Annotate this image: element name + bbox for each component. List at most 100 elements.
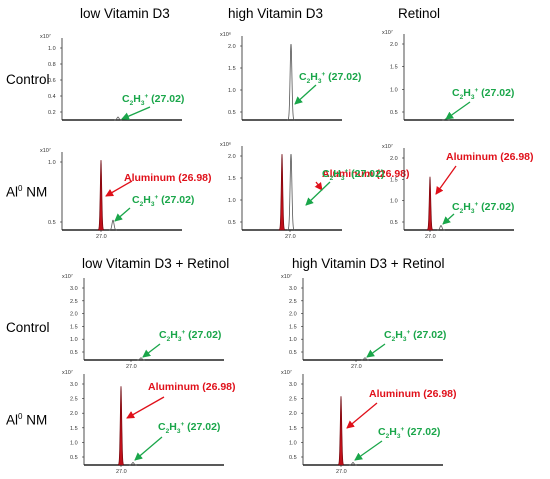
aluminum-arrow [105, 180, 133, 197]
y-tick-label: 1.5 [228, 66, 236, 72]
c2h3-label-part: 3 [177, 428, 181, 435]
y-multiplier: x10⁷ [281, 273, 292, 280]
panel-high_vd3_ret_al: x10⁷ 3.0 2.5 2.0 1.5 1.0 0.5 27.0 Aluminum (26.9… [281, 369, 457, 475]
c2h3-label: C2H3+ (27.02) [159, 329, 221, 343]
y-tick-label: 2.5 [289, 299, 297, 305]
panel-low_vd3_ret_al: x10⁷ 3.0 2.5 2.0 1.5 1.0 0.5 27.0 Aluminum (26.9… [62, 369, 236, 475]
c2h3-label: C2H3+ (27.02) [122, 93, 184, 107]
c2h3-label-part: H [389, 426, 397, 438]
peak-c2h3 [287, 43, 295, 121]
y-tick-label: 1.0 [48, 160, 56, 166]
y-tick-label: 1.0 [289, 337, 297, 343]
y-multiplier: x10⁷ [281, 369, 292, 376]
c2h3-label-part: (27.02) [478, 201, 514, 213]
y-tick-label: 1.5 [228, 176, 236, 182]
peak-c2h3 [129, 462, 137, 466]
c2h3-label-part: (27.02) [348, 168, 384, 180]
row-label-al-superscript: 0 [18, 184, 23, 193]
peak-c2h3 [437, 225, 445, 231]
panel-high_vd3_ret_control: x10⁷ 3.0 2.5 2.0 1.5 1.0 0.5 27.0 C2H3+ (27.02) [281, 273, 446, 370]
y-tick-label: 1.5 [289, 324, 297, 330]
c2h3-label-part: 2 [386, 433, 390, 440]
c2h3-label-part: 3 [403, 336, 407, 343]
y-tick-label: 1.0 [390, 199, 398, 205]
c2h3-label-part: + [474, 87, 478, 94]
title-high-vitamin-d3: high Vitamin D3 [228, 6, 324, 21]
row-label-nm-text: NM [22, 184, 48, 200]
c2h3-label-part: + [181, 329, 185, 336]
c2h3-label-part: C [159, 329, 167, 341]
aluminum-arrow [346, 402, 378, 429]
y-multiplier: x10⁷ [40, 147, 51, 154]
y-tick-label: 3.0 [70, 382, 78, 388]
x-tick-label: 27.0 [116, 469, 127, 475]
y-tick-label: 0.5 [390, 110, 398, 116]
peak-c2h3 [137, 357, 145, 361]
row-label-al-nm-top: Al0 NM [6, 184, 47, 200]
y-tick-label: 1.0 [289, 440, 297, 446]
y-tick-label: 1.5 [390, 65, 398, 71]
peak-c2h3 [287, 153, 295, 231]
c2h3-arrow [305, 181, 331, 206]
aluminum-arrow [126, 396, 165, 419]
title-low-vitamin-d3-retinol: low Vitamin D3 + Retinol [82, 256, 230, 271]
y-tick-label: 2.5 [289, 397, 297, 403]
y-tick-label: 1.0 [70, 337, 78, 343]
y-tick-label: 0.5 [390, 220, 398, 226]
c2h3-label-part: + [144, 93, 148, 100]
c2h3-label-part: 2 [460, 94, 464, 101]
y-tick-label: 2.0 [70, 312, 78, 318]
c2h3-label-part: (27.02) [478, 87, 514, 99]
c2h3-label-part: + [406, 329, 410, 336]
y-tick-label: 2.0 [390, 42, 398, 48]
c2h3-label: C2H3+ (27.02) [322, 168, 384, 182]
c2h3-label-part: C [158, 421, 166, 433]
c2h3-label-part: H [143, 194, 151, 206]
y-tick-label: 0.5 [70, 455, 78, 461]
c2h3-label-part: 2 [140, 201, 144, 208]
c2h3-arrow [366, 343, 386, 358]
y-tick-label: 3.0 [70, 286, 78, 292]
panel-retinol_control: x10⁷ 2.0 1.5 1.0 0.5 C2H3+ (27.02) [382, 29, 514, 121]
y-tick-label: 1.0 [48, 46, 56, 52]
c2h3-label: C2H3+ (27.02) [299, 71, 361, 85]
x-tick-label: 27.0 [285, 234, 296, 240]
c2h3-label: C2H3+ (27.02) [384, 329, 446, 343]
c2h3-label: C2H3+ (27.02) [132, 194, 194, 208]
y-multiplier: x10⁶ [220, 31, 231, 38]
x-tick-label: 27.0 [126, 364, 137, 370]
c2h3-label-part: 3 [471, 94, 475, 101]
row-label-nm-text: NM [22, 412, 48, 428]
c2h3-arrow [294, 84, 317, 105]
peak-c2h3 [109, 219, 117, 231]
y-tick-label: 2.0 [390, 156, 398, 162]
y-tick-label: 1.5 [70, 324, 78, 330]
y-tick-label: 0.4 [48, 94, 56, 100]
c2h3-label: C2H3+ (27.02) [452, 201, 514, 215]
y-tick-label: 0.5 [289, 350, 297, 356]
row-label-control-top: Control [6, 72, 50, 87]
y-tick-label: 2.0 [289, 312, 297, 318]
aluminum-label: Aluminum (26.98) [322, 168, 410, 180]
c2h3-label-part: + [180, 421, 184, 428]
row-label-al-superscript: 0 [18, 412, 23, 421]
c2h3-label-part: H [170, 329, 178, 341]
c2h3-arrow [142, 343, 161, 358]
peak-aluminum [426, 176, 434, 231]
c2h3-label-part: 3 [471, 208, 475, 215]
c2h3-label-part: C [452, 87, 460, 99]
y-tick-label: 0.5 [70, 350, 78, 356]
y-tick-label: 0.5 [228, 110, 236, 116]
y-tick-label: 0.8 [48, 62, 56, 68]
c2h3-arrow [354, 440, 383, 461]
c2h3-label-part: (27.02) [325, 71, 361, 83]
c2h3-label-part: 3 [141, 100, 145, 107]
c2h3-label-part: 2 [166, 428, 170, 435]
c2h3-label-part: 3 [178, 336, 182, 343]
aluminum-label: Aluminum (26.98) [124, 172, 212, 184]
y-tick-label: 1.0 [228, 88, 236, 94]
c2h3-label-part: (27.02) [404, 426, 440, 438]
panel-high_vd3_control: x10⁶ 2.0 1.5 1.0 0.5 C2H3+ (27.02) [220, 31, 361, 121]
c2h3-arrow [121, 106, 151, 120]
peak-c2h3 [349, 462, 357, 466]
